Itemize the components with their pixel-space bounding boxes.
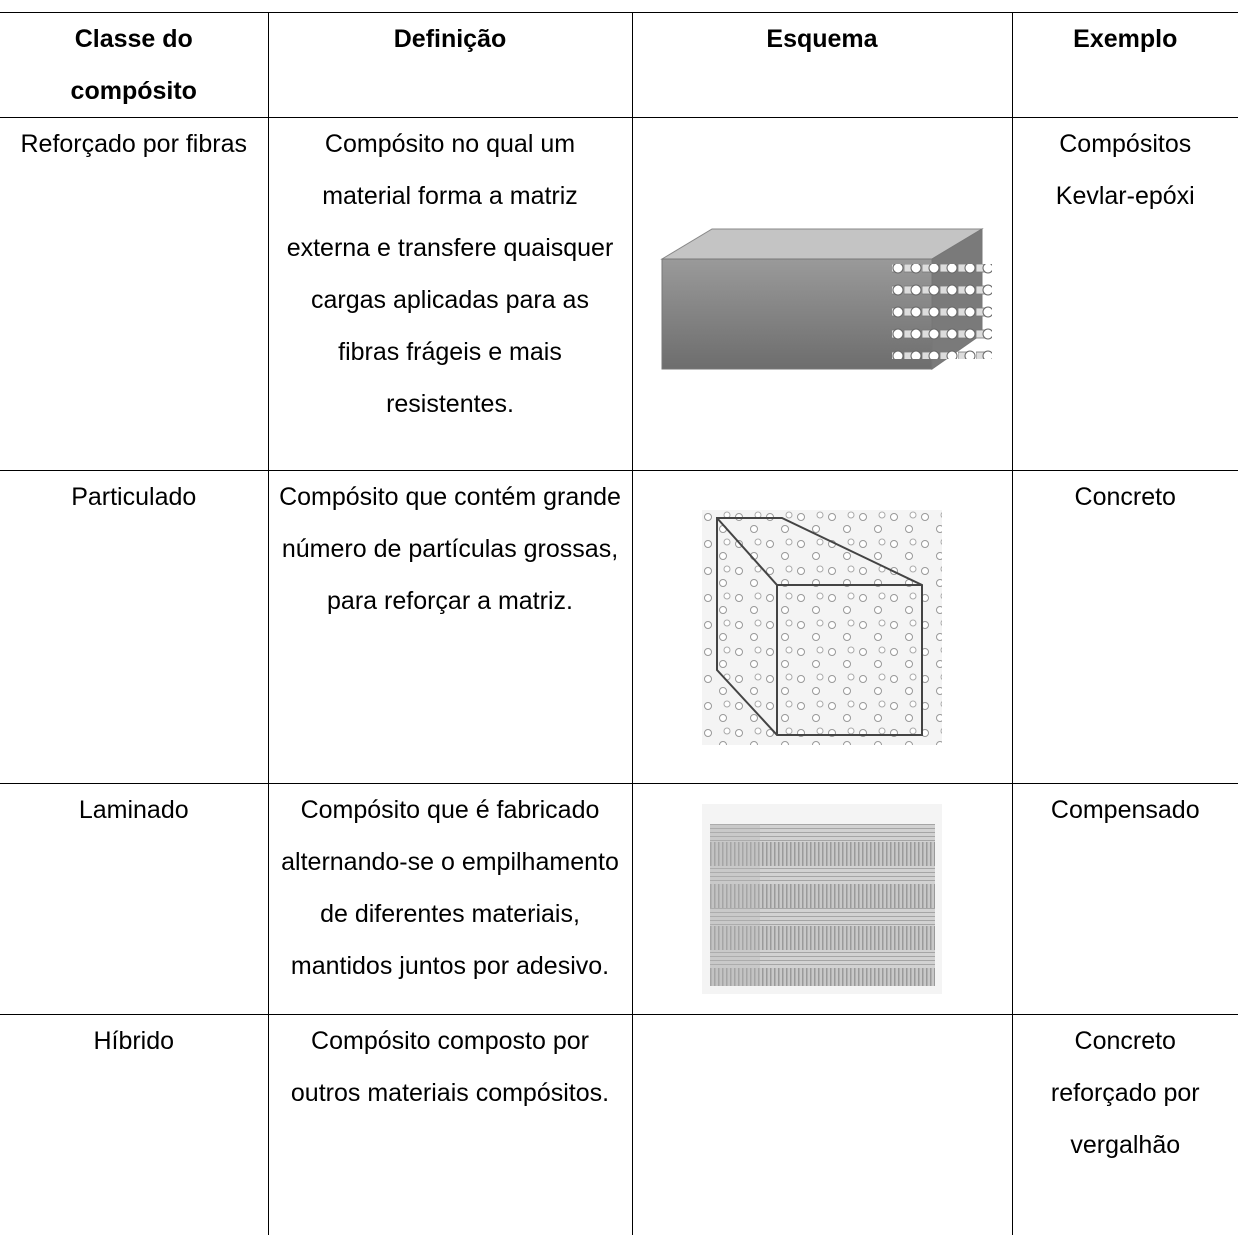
row: Laminado Compósito que é fabricado alter… (0, 783, 1238, 1015)
definition-cell: Compósito que é fabricado alternando-se … (267, 783, 633, 1015)
composite-table: Classe do compósito Definição Esquema Ex… (0, 12, 1238, 1235)
header-cell: Exemplo (1011, 12, 1238, 118)
class-cell: Particulado (0, 470, 269, 784)
schema-cell (631, 783, 1013, 1015)
schema-cell (631, 1014, 1013, 1235)
class-cell: Híbrido (0, 1014, 269, 1235)
header-row: Classe do compósito Definição Esquema Ex… (0, 12, 1238, 118)
class-cell: Reforçado por fibras (0, 117, 269, 471)
header-cell: Definição (267, 12, 633, 118)
example-cell: Concreto (1011, 470, 1238, 784)
definition-cell: Compósito no qual um material forma a ma… (267, 117, 633, 471)
fiber-schema (660, 228, 992, 370)
row: Particulado Compósito que contém grande … (0, 470, 1238, 784)
row: Reforçado por fibras Compósito no qual u… (0, 117, 1238, 471)
definition-cell: Compósito que contém grande número de pa… (267, 470, 633, 784)
example-cell: Compósitos Kevlar-epóxi (1011, 117, 1238, 471)
class-cell: Laminado (0, 783, 269, 1015)
row: Híbrido Compósito composto por outros ma… (0, 1014, 1238, 1235)
schema-cell (631, 117, 1013, 471)
header-cell: Classe do compósito (0, 12, 269, 118)
schema-cell (631, 470, 1013, 784)
example-cell: Compensado (1011, 783, 1238, 1015)
header-cell: Esquema (631, 12, 1013, 118)
laminate-schema (702, 804, 942, 994)
example-cell: Concreto reforçado por vergalhão (1011, 1014, 1238, 1235)
particulate-schema (702, 509, 942, 745)
definition-cell: Compósito composto por outros materiais … (267, 1014, 633, 1235)
